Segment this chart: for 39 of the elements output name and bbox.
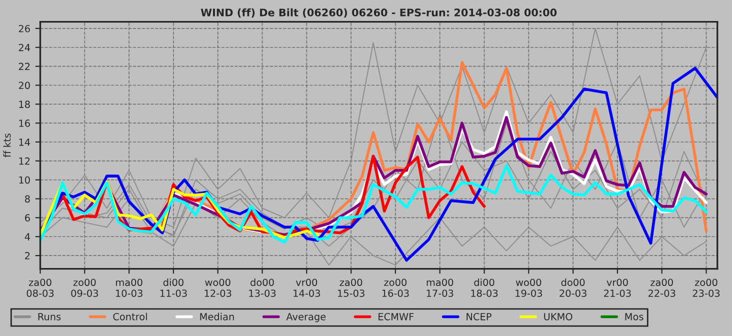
x-tick-label: za00 22-03: [648, 278, 676, 297]
y-axis-title: ff kts: [3, 134, 11, 158]
x-tick-label: ma00 17-03: [426, 278, 454, 297]
x-tick-label: di00 18-03: [471, 278, 498, 297]
x-tick-label: di00 11-03: [160, 278, 187, 297]
y-tick-label: 2: [25, 252, 30, 260]
x-tick-label: wo00 19-03: [516, 278, 542, 297]
x-tick-label: zo00 23-03: [692, 278, 720, 297]
x-tick-label: do00 13-03: [249, 278, 276, 297]
y-tick-label: 8: [25, 195, 30, 203]
y-tick-label: 24: [18, 44, 30, 52]
legend-label: Average: [286, 313, 326, 322]
legend-label: Median: [200, 312, 234, 320]
x-tick-label: za00 15-03: [338, 278, 364, 297]
y-tick-label: 16: [19, 120, 30, 127]
x-tick-label: wo00 12-03: [204, 278, 232, 297]
x-tick-label: zo00 09-03: [71, 278, 98, 297]
y-tick-label: 6: [25, 214, 30, 222]
x-tick-label: vr00 14-03: [294, 278, 320, 297]
x-tick-label: za00 08-03: [26, 278, 54, 297]
y-tick-label: 12: [19, 157, 30, 165]
chart-title: WIND (ff) De Bilt (06260) 06260 - EPS-run: 2014-03-08 00:00: [200, 8, 557, 18]
x-tick-label: vr00 21-03: [604, 278, 631, 297]
y-tick-label: 20: [18, 82, 30, 90]
y-tick-label: 18: [19, 100, 30, 108]
y-tick-label: 22: [18, 62, 30, 70]
legend-label: Mos: [625, 313, 644, 320]
y-tick-label: 26: [18, 24, 30, 32]
legend-label: ECMWF: [378, 312, 414, 320]
legend-label: UKMO: [544, 312, 572, 320]
y-tick-label: 4: [24, 233, 30, 240]
y-tick-label: 14: [19, 138, 30, 146]
x-tick-label: ma00 10-03: [116, 278, 142, 297]
x-tick-label: do00 20-03: [560, 278, 586, 297]
y-tick-label: 10: [19, 176, 30, 184]
legend-label: Runs: [38, 313, 61, 320]
x-tick-label: zo00 16-03: [382, 278, 409, 297]
legend-label: Control: [113, 312, 147, 320]
legend-label: NCEP: [466, 312, 492, 320]
